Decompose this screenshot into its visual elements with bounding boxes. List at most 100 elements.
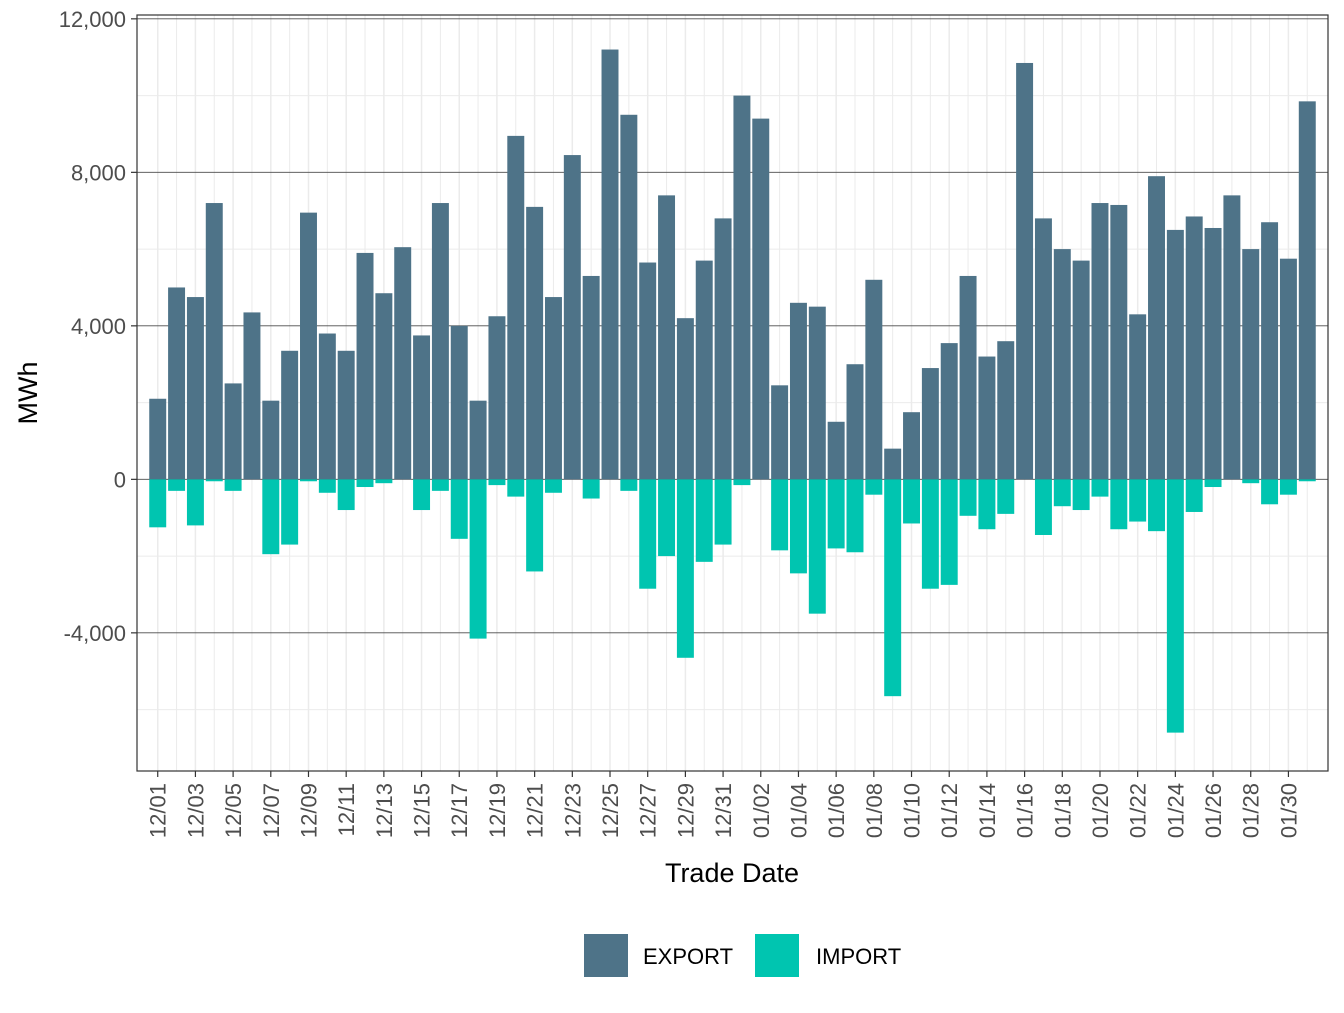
bar-export <box>733 95 751 480</box>
bar-import <box>714 479 732 545</box>
bar-export <box>639 262 657 480</box>
bar-export <box>978 356 996 480</box>
bar-export <box>1242 249 1260 480</box>
bar-export <box>431 203 449 480</box>
x-tick-label: 12/01 <box>146 783 171 838</box>
bar-export <box>827 421 845 480</box>
bar-import <box>469 479 487 639</box>
bar-export <box>243 312 261 480</box>
bar-export <box>997 341 1015 480</box>
bar-export <box>1110 204 1128 480</box>
bar-export <box>714 218 732 480</box>
bar-import <box>658 479 676 557</box>
bar-import <box>771 479 789 551</box>
bar-export <box>469 400 487 480</box>
bar-export <box>526 206 544 480</box>
bar-import <box>903 479 921 524</box>
bar-import <box>431 479 449 491</box>
x-tick-label: 01/16 <box>1013 783 1038 838</box>
bar-export <box>884 448 902 480</box>
bar-import <box>582 479 600 499</box>
bar-export <box>224 383 242 480</box>
legend-swatch-export <box>584 934 628 977</box>
x-tick-label: 01/30 <box>1276 783 1301 838</box>
x-tick-label: 12/29 <box>673 783 698 838</box>
bar-export <box>1279 258 1297 480</box>
bar-import <box>168 479 186 491</box>
bar-import <box>205 479 223 482</box>
bar-export <box>450 325 468 480</box>
bar-export <box>563 155 581 480</box>
bar-export <box>921 368 939 480</box>
y-tick-label: 0 <box>114 467 126 492</box>
bar-import <box>1053 479 1071 507</box>
x-tick-label: 01/28 <box>1239 783 1264 838</box>
x-tick-label: 12/05 <box>221 783 246 838</box>
bar-export <box>1016 62 1034 480</box>
bar-import <box>1072 479 1090 511</box>
bar-export <box>168 287 186 480</box>
y-tick-label: 12,000 <box>59 7 126 32</box>
bar-export <box>413 335 431 480</box>
legend-swatch-import <box>755 934 799 977</box>
bar-export <box>1091 203 1109 480</box>
bar-export <box>1166 229 1184 480</box>
legend-label-import: IMPORT <box>816 944 901 969</box>
x-tick-label: 01/02 <box>749 783 774 838</box>
x-tick-label: 01/10 <box>900 783 925 838</box>
x-tick-label: 01/22 <box>1126 783 1151 838</box>
bar-import <box>1298 479 1316 482</box>
bar-export <box>752 118 770 480</box>
bar-import <box>149 479 167 528</box>
x-tick-label: 01/24 <box>1163 783 1188 838</box>
x-tick-label: 12/09 <box>296 783 321 838</box>
bar-import <box>1091 479 1109 497</box>
bar-export <box>1185 216 1203 480</box>
bar-import <box>375 479 393 484</box>
bar-import <box>639 479 657 589</box>
bar-export <box>865 279 883 480</box>
x-tick-label: 01/18 <box>1050 783 1075 838</box>
legend-label-export: EXPORT <box>643 944 733 969</box>
plot-border <box>136 14 1329 772</box>
y-tick-label: -4,000 <box>64 621 126 646</box>
bar-export <box>771 385 789 480</box>
bar-import <box>1242 479 1260 484</box>
x-tick-label: 12/07 <box>259 783 284 838</box>
bar-import <box>940 479 958 585</box>
bar-export <box>658 195 676 480</box>
bar-export <box>318 333 336 480</box>
x-tick-label: 12/13 <box>372 783 397 838</box>
bar-export <box>1298 101 1316 480</box>
x-tick-label: 01/14 <box>975 783 1000 838</box>
bar-export <box>695 260 713 480</box>
bar-export <box>620 114 638 480</box>
bar-import <box>959 479 977 516</box>
bar-export <box>544 297 562 480</box>
bar-export <box>808 306 826 480</box>
bar-import <box>733 479 751 486</box>
x-tick-label: 12/11 <box>334 783 359 836</box>
y-tick-label: 4,000 <box>71 314 126 339</box>
bar-import <box>318 479 336 493</box>
bar-export <box>846 364 864 480</box>
bar-export <box>281 350 299 480</box>
bar-import <box>997 479 1015 514</box>
bar-export <box>789 302 807 480</box>
bar-export <box>356 252 374 480</box>
bar-export <box>205 203 223 480</box>
x-tick-label: 12/21 <box>523 783 548 838</box>
bar-export <box>676 318 694 480</box>
bar-import <box>1166 479 1184 733</box>
bar-export <box>1204 227 1222 480</box>
bar-import <box>1185 479 1203 512</box>
bar-import <box>526 479 544 572</box>
bar-import <box>450 479 468 539</box>
bar-import <box>356 479 374 488</box>
x-tick-label: 12/03 <box>183 783 208 838</box>
bar-import <box>1129 479 1147 522</box>
bar-export <box>1053 249 1071 480</box>
bar-export <box>186 297 204 480</box>
bar-export <box>601 49 619 480</box>
